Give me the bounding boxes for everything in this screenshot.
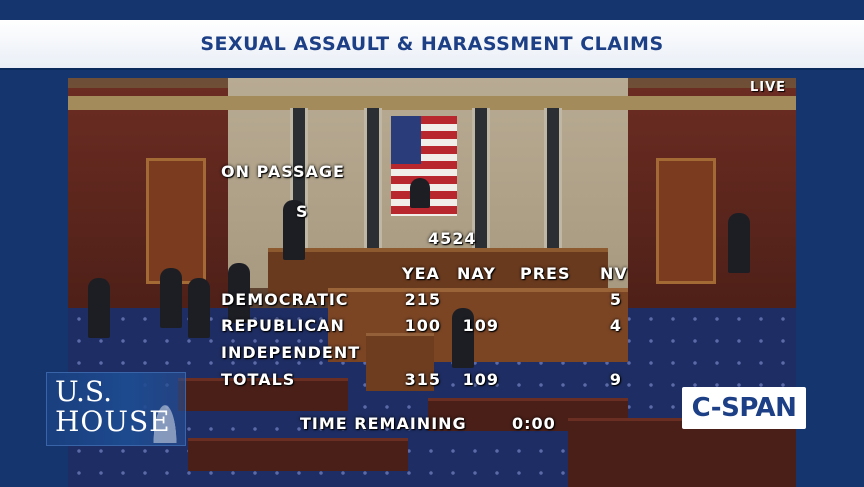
door-right [656,158,716,284]
cspan-logo: C-SPAN [682,387,806,429]
bench [178,378,348,411]
person [283,200,305,260]
column [544,108,562,288]
us-house-logo: U.S. HOUSE [46,372,186,446]
person [410,178,430,208]
capitol-dome-icon [145,377,185,443]
cspan-logo-text: C-SPAN [691,393,797,423]
house-logo-line1: U.S. [55,375,113,408]
video-frame [68,78,796,487]
bench [188,438,408,471]
column [472,108,490,288]
person [228,263,250,323]
chyron-banner: SEXUAL ASSAULT & HARASSMENT CLAIMS [0,20,864,70]
door-left [146,158,206,284]
column [364,108,382,288]
person [452,308,474,368]
person [88,278,110,338]
person [728,213,750,273]
house-logo-line2: HOUSE [55,405,171,438]
lectern [366,333,434,391]
chyron-title: SEXUAL ASSAULT & HARASSMENT CLAIMS [200,33,664,55]
flag-canton [391,116,421,164]
person [188,278,210,338]
cornice [68,96,796,110]
person [160,268,182,328]
live-indicator: LIVE [750,80,787,95]
